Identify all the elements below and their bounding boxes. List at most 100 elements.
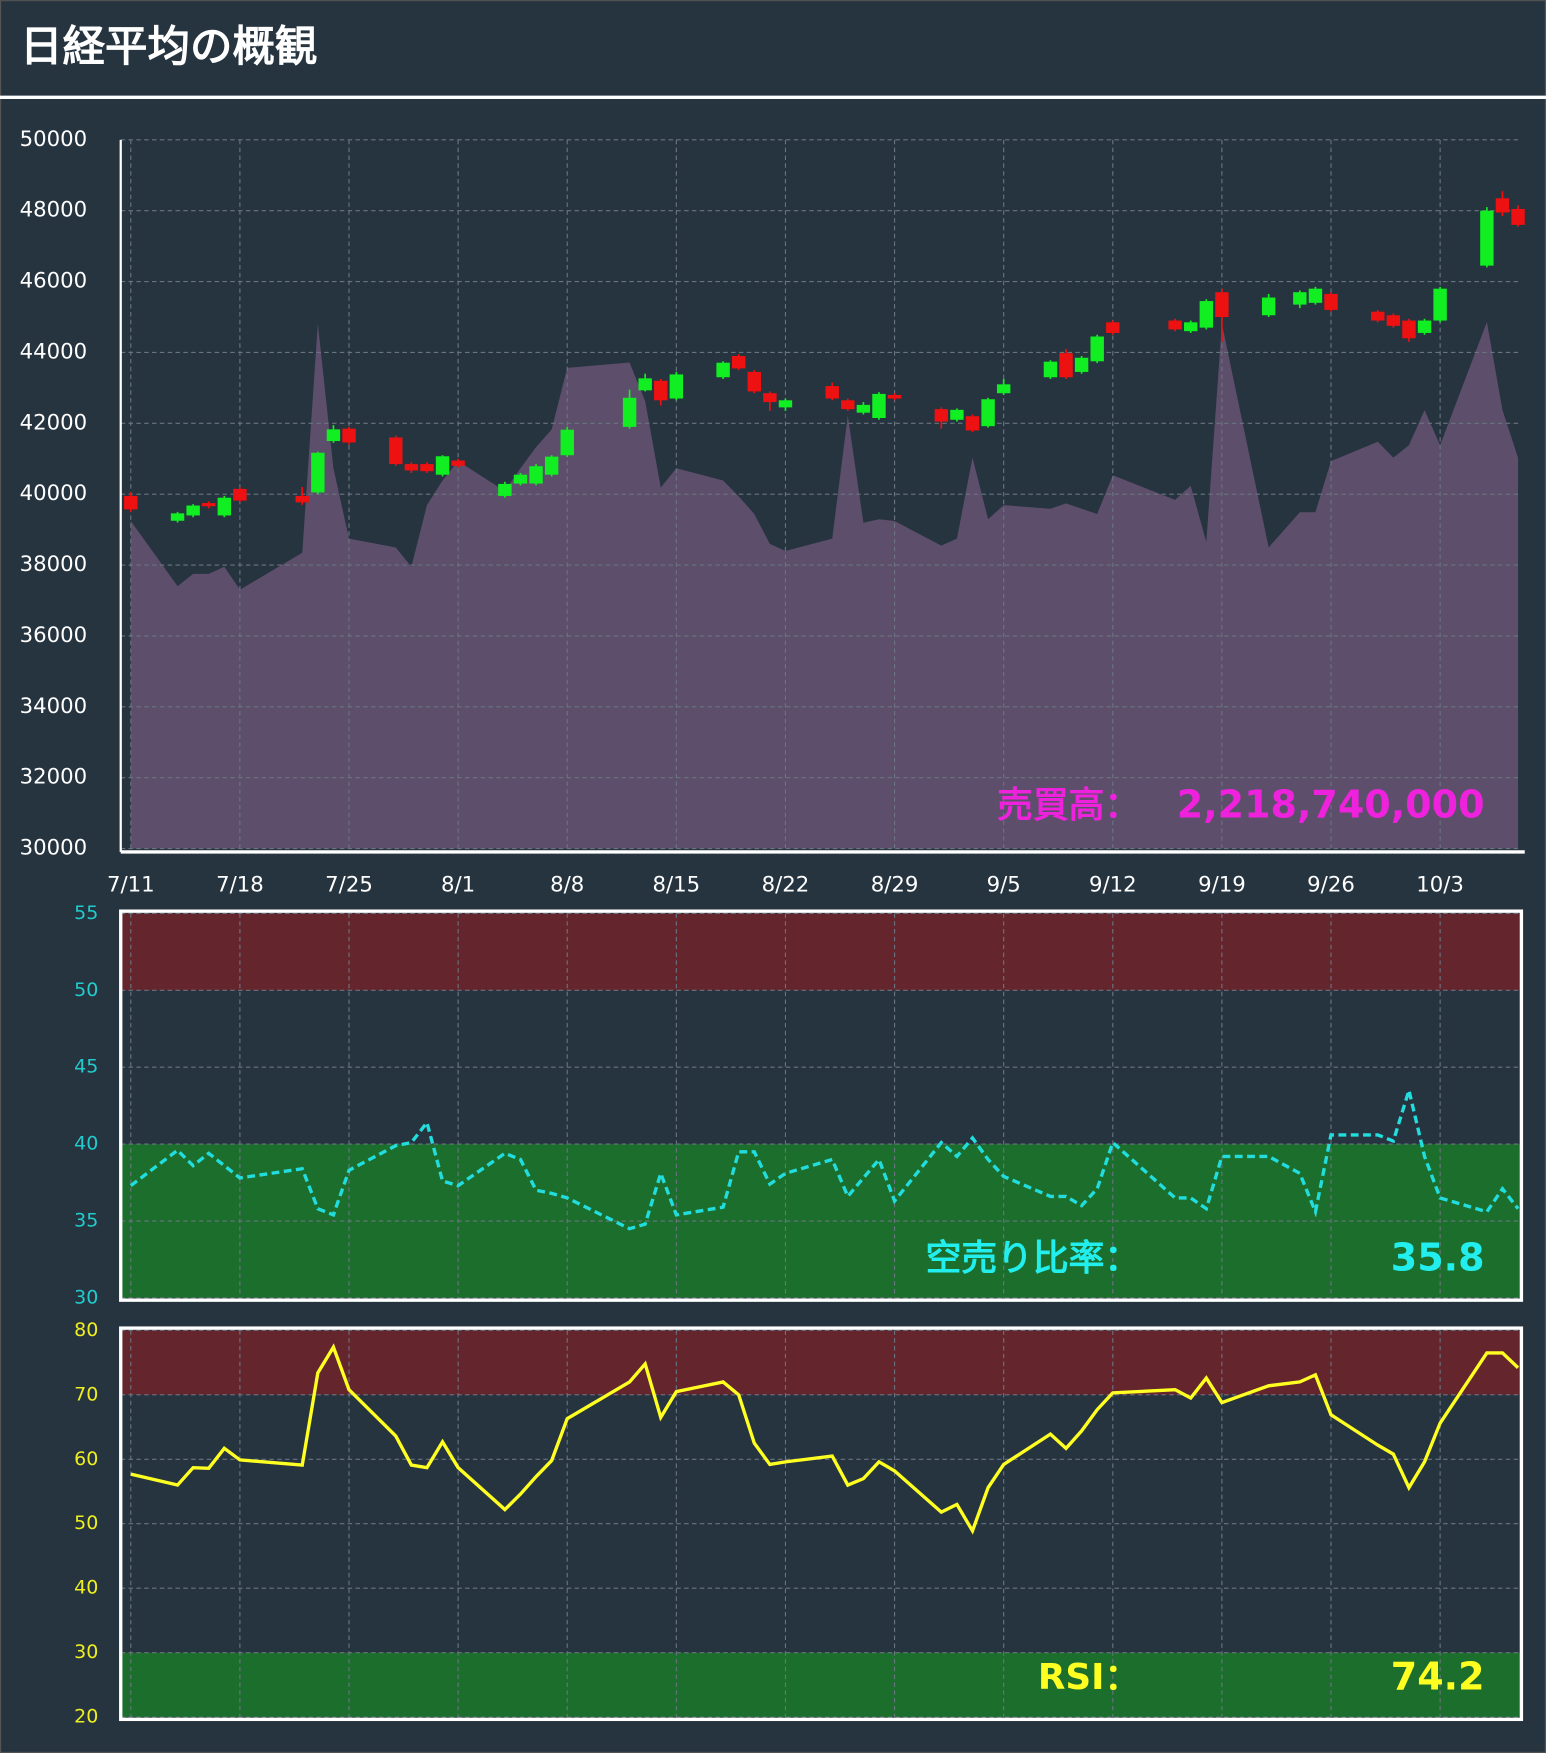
candle-body [1261, 297, 1276, 316]
candle-body [887, 394, 902, 399]
y-tick-label: 35 [74, 1210, 98, 1232]
candle-body [1184, 322, 1198, 332]
x-tick-label: 8/8 [550, 872, 584, 897]
candle-body [186, 505, 200, 516]
y-tick-label: 42000 [20, 410, 88, 435]
candle-body [1371, 311, 1385, 321]
candle-body [1199, 301, 1214, 328]
candle-body [1059, 353, 1073, 378]
y-tick-label: 50000 [20, 127, 88, 152]
candle-body [233, 488, 247, 501]
indicator-line [130, 1343, 1520, 1535]
candle-body [451, 460, 465, 466]
panel-frame [119, 909, 1524, 1302]
y-tick-label: 20 [74, 1706, 98, 1728]
y-tick-label: 45 [74, 1056, 98, 1078]
y-tick-label: 50 [74, 1512, 98, 1534]
annotation-value: 2,218,740,000 [1177, 783, 1485, 827]
candle-body [529, 466, 543, 484]
candle-body [170, 513, 185, 521]
candle-body [498, 483, 512, 496]
y-tick-label: 30 [74, 1641, 98, 1663]
candle-body [669, 374, 684, 399]
y-tick-label: 46000 [20, 269, 88, 294]
candle-body [1074, 357, 1089, 372]
candle-body [778, 400, 793, 408]
x-tick-label: 7/25 [325, 872, 373, 897]
x-tick-label: 9/26 [1307, 872, 1355, 897]
x-tick-label: 9/5 [987, 872, 1021, 897]
candle-body [560, 429, 574, 456]
x-tick-label: 8/15 [653, 872, 701, 897]
candle-body [544, 456, 559, 475]
candle-body [1480, 210, 1494, 266]
x-tick-label: 10/3 [1416, 872, 1464, 897]
y-tick-label: 60 [74, 1448, 98, 1470]
candle-body [1402, 320, 1416, 339]
candle-body [1417, 320, 1432, 333]
candle-body [825, 386, 839, 399]
candle-body [1043, 361, 1058, 378]
y-tick-label: 38000 [20, 552, 88, 577]
candle-body [202, 503, 216, 507]
indicator-line [129, 1083, 1520, 1231]
y-tick-label: 40 [74, 1577, 98, 1599]
candle-body [716, 362, 730, 378]
candle-body [1215, 292, 1229, 318]
candle-body [1308, 288, 1323, 303]
y-tick-label: 48000 [20, 198, 88, 223]
x-tick-label: 8/1 [441, 872, 475, 897]
x-tick-label: 9/19 [1198, 872, 1246, 897]
candle-body [404, 464, 419, 471]
candle-body [981, 399, 995, 427]
candle-body [856, 404, 871, 413]
candle-body [1386, 315, 1401, 326]
candle-body [1495, 198, 1510, 213]
candle-body [1293, 292, 1307, 305]
y-tick-label: 40000 [20, 481, 88, 506]
candle-body [731, 355, 746, 369]
x-tick-label: 7/18 [216, 872, 264, 897]
candle-body [342, 428, 356, 443]
candle-body [217, 497, 232, 516]
zone-band [120, 913, 1522, 991]
y-tick-label: 50 [74, 979, 98, 1001]
annotation-label: 空売り比率： [926, 1238, 1141, 1279]
candle-body [1433, 288, 1447, 321]
annotation-label: 売買高： [997, 785, 1140, 826]
candle-body [1511, 208, 1525, 225]
y-tick-label: 44000 [20, 339, 88, 364]
x-tick-label: 9/12 [1089, 872, 1137, 897]
candle-body [513, 474, 528, 484]
y-tick-label: 36000 [20, 623, 88, 648]
page-title: 日経平均の概観 [20, 23, 317, 72]
candle-body [763, 393, 777, 403]
y-tick-label: 40 [74, 1133, 98, 1155]
candle-body [638, 378, 652, 391]
y-tick-label: 34000 [20, 694, 88, 719]
candle-body [1090, 336, 1104, 362]
candle-body [1168, 320, 1182, 330]
candle-body [934, 409, 949, 422]
annotation-value: 35.8 [1391, 1235, 1485, 1279]
annotation-label: RSI： [1038, 1657, 1140, 1698]
candle-body [435, 456, 450, 475]
y-tick-label: 30000 [20, 836, 88, 861]
annotation-value: 74.2 [1391, 1655, 1485, 1699]
zone-band [120, 1330, 1522, 1395]
candle-body [1106, 322, 1120, 333]
candle-body [311, 452, 325, 493]
candle-body [420, 464, 434, 472]
candle-body [326, 429, 341, 442]
candle-body [124, 495, 138, 510]
candle-body [654, 380, 668, 401]
candle-body [622, 397, 637, 427]
candle-body [295, 495, 309, 503]
x-tick-label: 8/22 [762, 872, 810, 897]
y-tick-label: 55 [74, 902, 98, 924]
y-tick-label: 30 [74, 1286, 98, 1308]
candle-body [389, 437, 403, 465]
